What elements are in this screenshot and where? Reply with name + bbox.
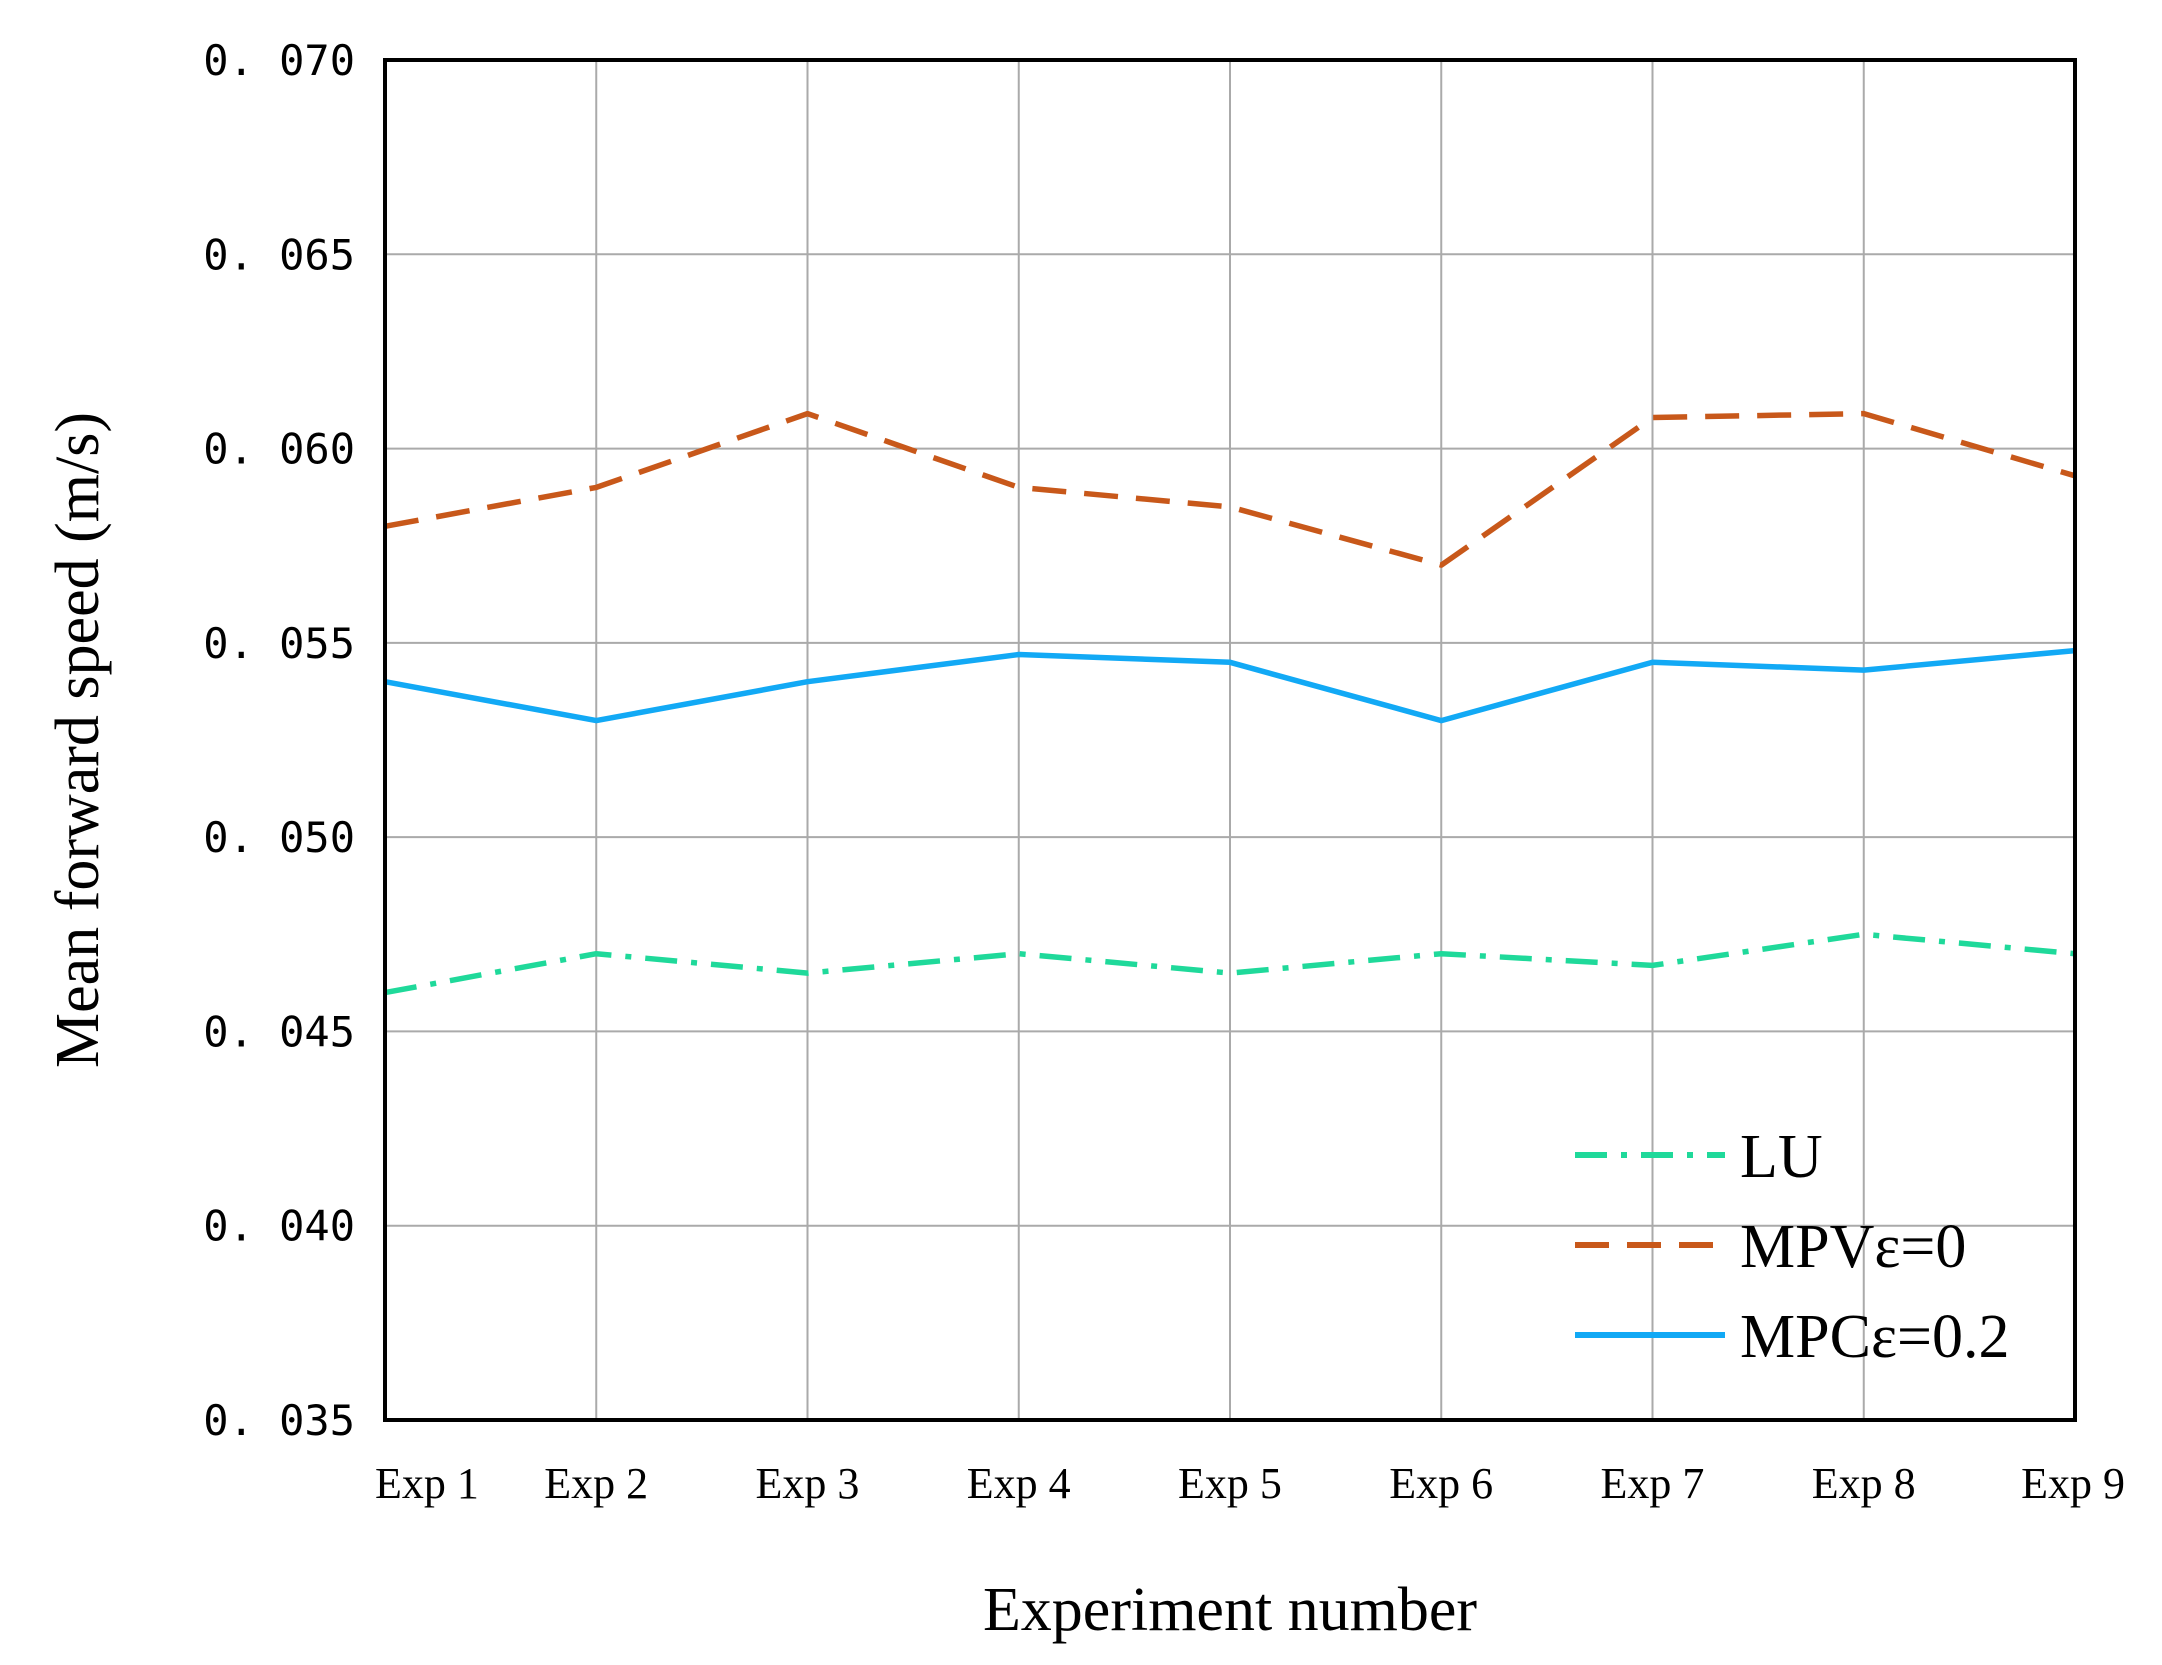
- y-tick-label: 0. 060: [203, 425, 355, 474]
- series-line-lu: [384, 931, 2076, 996]
- x-axis-title: Experiment number: [983, 1576, 1477, 1644]
- x-tick-label: Exp 3: [756, 1459, 860, 1508]
- x-tick-label: Exp 5: [1178, 1459, 1282, 1508]
- series-line-mpv-0: [384, 410, 2076, 568]
- x-tick-label: Exp 9: [2021, 1459, 2125, 1508]
- x-tick-label: Exp 7: [1601, 1459, 1705, 1508]
- y-tick-label: 0. 070: [203, 36, 355, 85]
- series-line-mpc-0-2: [384, 647, 2076, 724]
- y-tick-label: 0. 040: [203, 1202, 355, 1251]
- legend-label: LU: [1740, 1123, 1823, 1191]
- series-lines: [384, 410, 2076, 996]
- x-tick-label: Exp 8: [1812, 1459, 1916, 1508]
- y-axis-title: Mean forward speed (m/s): [44, 412, 112, 1068]
- y-tick-label: 0. 055: [203, 619, 355, 668]
- y-tick-label: 0. 045: [203, 1007, 355, 1056]
- legend-label: MPVε=0: [1740, 1213, 1966, 1281]
- y-tick-label: 0. 035: [203, 1396, 355, 1445]
- x-tick-label: Exp 2: [544, 1459, 648, 1508]
- plot-frame: [383, 58, 2077, 1422]
- x-tick-labels: Exp 1 Exp 2 Exp 3 Exp 4 Exp 5 Exp 6 Exp 7 Exp 8…: [375, 1459, 2125, 1508]
- legend-label: MPCε=0.2: [1740, 1303, 2009, 1371]
- y-tick-label: 0. 065: [203, 230, 355, 279]
- x-tick-label: Exp 6: [1389, 1459, 1493, 1508]
- y-tick-labels: 0. 035 0. 040 0. 045 0. 050 0. 055 0. 060 0. 0…: [203, 36, 355, 1445]
- y-tick-label: 0. 050: [203, 813, 355, 862]
- x-tick-label: Exp 1: [375, 1459, 479, 1508]
- legend: LU MPVε=0 MPCε=0.2: [1575, 1123, 2009, 1371]
- x-tick-label: Exp 4: [967, 1459, 1071, 1508]
